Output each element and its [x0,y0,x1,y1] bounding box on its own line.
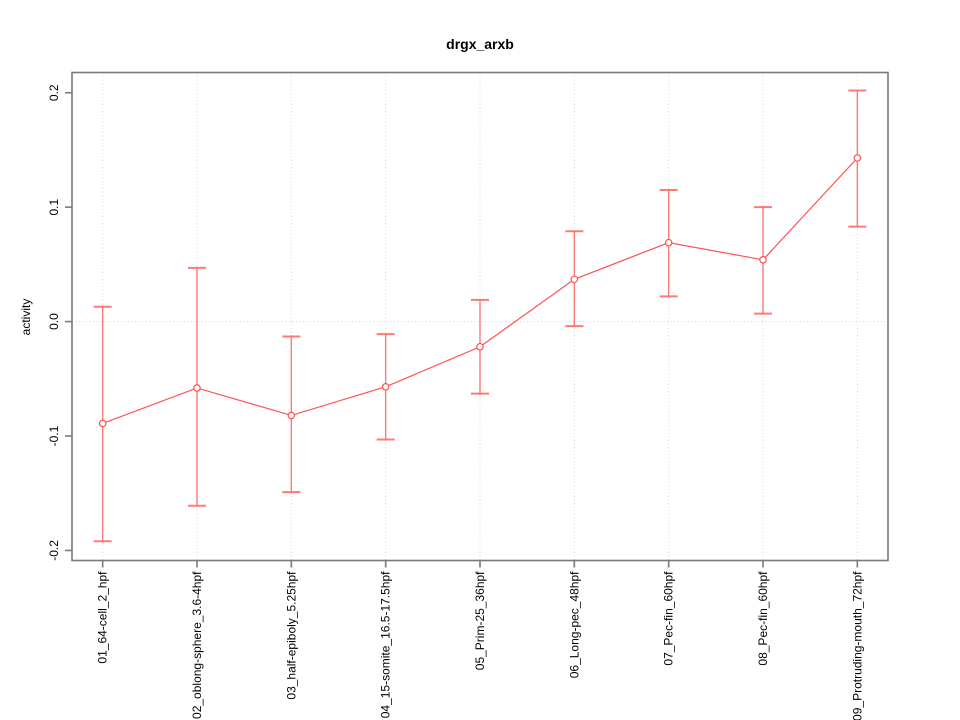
data-point [287,411,296,420]
data-point [853,154,862,162]
chart-title: drgx_arxb [446,36,514,52]
y-tick-label: 0.1 [47,199,61,216]
x-tick-label: 06_Long-pec_48hpf [567,571,581,678]
data-point [193,384,201,392]
y-tick-label: 0.0 [47,313,61,330]
data-point [381,383,390,391]
plot-area: -0.2 -0.1 0.0 0.1 0.2 01_64-cell_2_hpf 02_oblo… [47,71,889,720]
y-axis-label: activity [19,299,33,336]
y-tick-label: -0.2 [47,540,61,561]
x-tick-label: 01_64-cell_2_hpf [96,571,110,664]
data-point [98,419,107,428]
x-tick-label: 03_half-epiboly_5.25hpf [284,571,298,700]
x-tick-label: 07_Pec-fin_60hpf [662,571,676,666]
data-point [664,238,673,247]
y-tick-label: 0.2 [47,84,61,101]
x-tick-label: 09_Protruding-mouth_72hpf [850,571,864,720]
y-tick-label: -0.1 [47,425,61,446]
data-point [476,342,484,351]
data-point [570,275,579,284]
x-tick-label: 02_oblong-sphere_3.6-4hpf [190,571,204,719]
x-tick-label: 08_Pec-fin_60hpf [756,571,770,666]
x-tick-label: 05_Prim-25_36hpf [473,571,487,670]
x-tick-label: 04_15-somite_16.5-17.5hpf [379,571,393,718]
data-point [759,256,767,264]
